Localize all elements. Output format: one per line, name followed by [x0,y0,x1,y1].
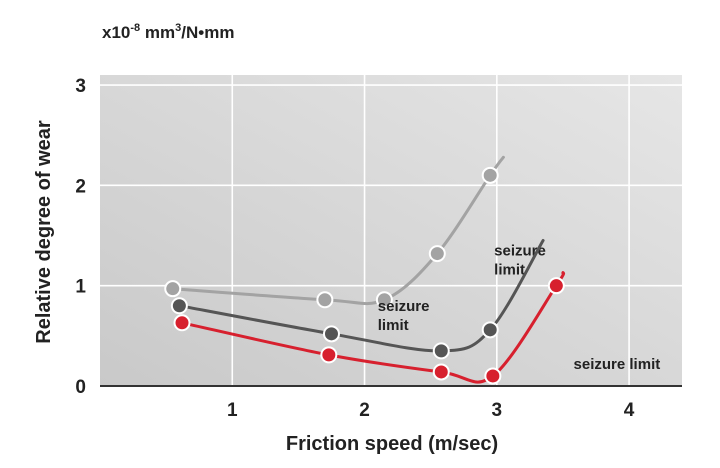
y-tick-label: 1 [75,277,86,298]
data-point [481,321,499,339]
data-point [320,346,338,364]
x-tick-label: 2 [359,400,370,421]
data-point [375,291,393,309]
series-3: seizure limit [173,271,661,385]
x-tick-label: 1 [227,400,238,421]
data-point [481,166,499,184]
x-tick-label: 4 [624,400,635,421]
series-line [177,239,545,353]
x-tick-label: 3 [492,400,503,421]
data-point [484,367,502,385]
series-2: seizure limit [170,239,545,360]
x-axis-title: Friction speed (m/sec) [286,433,498,455]
data-point [316,291,334,309]
series-1: seizure limit [164,155,546,309]
data-point [322,325,340,343]
axis-tick-labels: 1 2 3 4 0 1 2 3 [75,76,634,421]
data-point [170,297,188,315]
series-layer: seizure limit seizure limit seizure limit [164,155,661,385]
plot-area [100,75,682,386]
unit-label: x10-8 mm3/N•mm [102,22,234,42]
seizure-limit-label: seizure limit [494,243,546,279]
y-tick-label: 3 [75,76,86,97]
seizure-limit-label: seizure limit [378,298,430,334]
data-point [432,363,450,381]
grid-lines [100,75,682,387]
data-point [432,342,450,360]
seizure-limit-label: seizure limit [574,356,661,373]
data-point [173,314,191,332]
y-tick-label: 2 [75,176,86,197]
data-point [428,245,446,263]
data-point [547,277,565,295]
y-tick-label: 0 [75,377,86,398]
data-point [164,280,182,298]
y-axis-title: Relative degree of wear [33,120,55,344]
